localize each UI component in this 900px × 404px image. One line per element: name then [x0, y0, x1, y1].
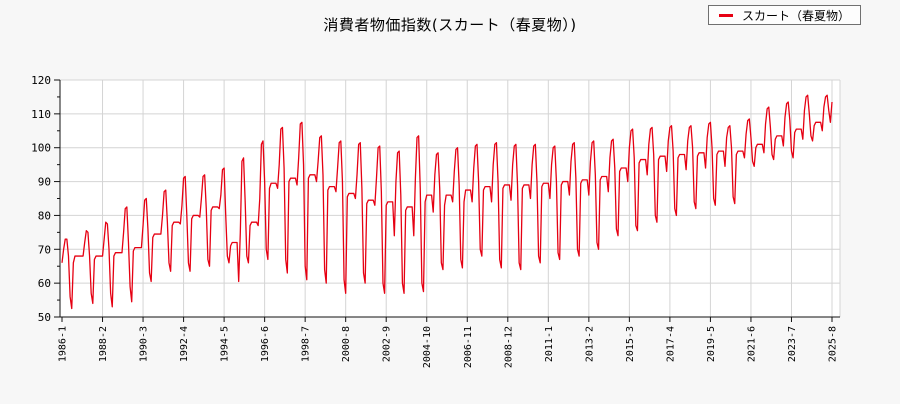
plot-background: [60, 80, 840, 317]
x-tick-label: 1988-2: [98, 326, 109, 362]
y-tick-label: 100: [31, 142, 51, 155]
legend-box: スカート（春夏物）: [708, 5, 862, 25]
x-tick-label: 2019-5: [706, 326, 717, 362]
x-tick-label: 2004-10: [422, 326, 433, 368]
series-line: [61, 94, 833, 310]
y-tick-label: 120: [31, 74, 51, 87]
y-tick-label: 60: [38, 277, 51, 290]
y-tick-label: 70: [38, 243, 51, 256]
y-tick-label: 50: [38, 311, 51, 324]
y-tick-label: 110: [31, 108, 51, 121]
x-tick-label: 2021-6: [746, 326, 757, 362]
chart-title: 消費者物価指数(スカート（春夏物）): [323, 16, 577, 34]
x-tick-label: 1986-1: [58, 326, 69, 362]
x-tick-label: 2025-8: [828, 326, 839, 362]
x-tick-label: 2011-1: [544, 326, 555, 362]
x-tick-label: 1996-6: [260, 326, 271, 362]
x-tick-label: 1994-5: [220, 326, 231, 362]
x-tick-label: 1998-7: [301, 326, 312, 362]
x-tick-label: 2008-12: [503, 326, 514, 368]
x-tick-label: 2000-8: [341, 326, 352, 362]
legend-line-swatch: [719, 13, 733, 17]
x-tick-label: 2015-3: [625, 326, 636, 362]
x-tick-label: 1990-3: [139, 326, 150, 362]
x-tick-label: 2017-4: [665, 326, 676, 362]
legend-label: スカート（春夏物）: [742, 8, 851, 23]
x-tick-label: 1992-4: [179, 326, 190, 362]
y-tick-label: 80: [38, 209, 51, 222]
x-tick-label: 2002-9: [382, 326, 393, 362]
x-tick-label: 2006-11: [463, 326, 474, 368]
x-tick-label: 2023-7: [787, 326, 798, 362]
x-tick-label: 2013-2: [584, 326, 595, 362]
y-tick-label: 90: [38, 176, 51, 189]
